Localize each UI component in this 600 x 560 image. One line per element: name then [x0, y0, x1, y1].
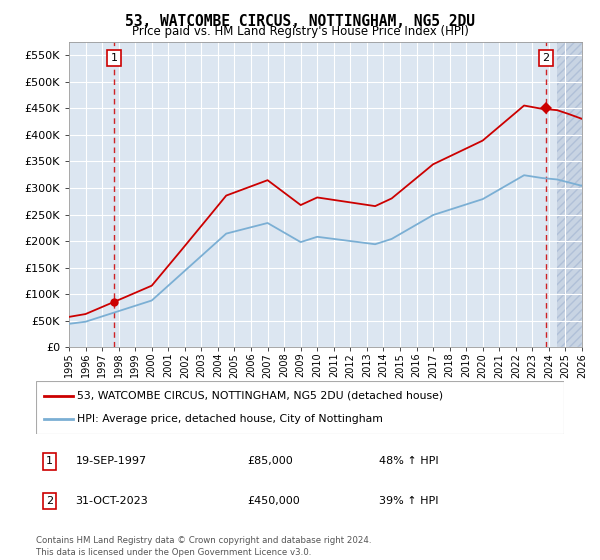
Text: 1: 1: [46, 456, 53, 466]
Text: Price paid vs. HM Land Registry's House Price Index (HPI): Price paid vs. HM Land Registry's House …: [131, 25, 469, 38]
Text: 19-SEP-1997: 19-SEP-1997: [76, 456, 147, 466]
Text: HPI: Average price, detached house, City of Nottingham: HPI: Average price, detached house, City…: [77, 414, 383, 424]
FancyBboxPatch shape: [36, 381, 564, 434]
Text: £450,000: £450,000: [247, 496, 300, 506]
Text: 39% ↑ HPI: 39% ↑ HPI: [379, 496, 439, 506]
Text: 2: 2: [542, 53, 550, 63]
Bar: [557, 42, 582, 347]
Text: 48% ↑ HPI: 48% ↑ HPI: [379, 456, 439, 466]
Text: 1: 1: [110, 53, 118, 63]
Text: £85,000: £85,000: [247, 456, 293, 466]
Text: 53, WATCOMBE CIRCUS, NOTTINGHAM, NG5 2DU (detached house): 53, WATCOMBE CIRCUS, NOTTINGHAM, NG5 2DU…: [77, 391, 443, 401]
Text: 53, WATCOMBE CIRCUS, NOTTINGHAM, NG5 2DU: 53, WATCOMBE CIRCUS, NOTTINGHAM, NG5 2DU: [125, 14, 475, 29]
Text: Contains HM Land Registry data © Crown copyright and database right 2024.
This d: Contains HM Land Registry data © Crown c…: [36, 536, 371, 557]
Text: 2: 2: [46, 496, 53, 506]
Text: 31-OCT-2023: 31-OCT-2023: [76, 496, 148, 506]
